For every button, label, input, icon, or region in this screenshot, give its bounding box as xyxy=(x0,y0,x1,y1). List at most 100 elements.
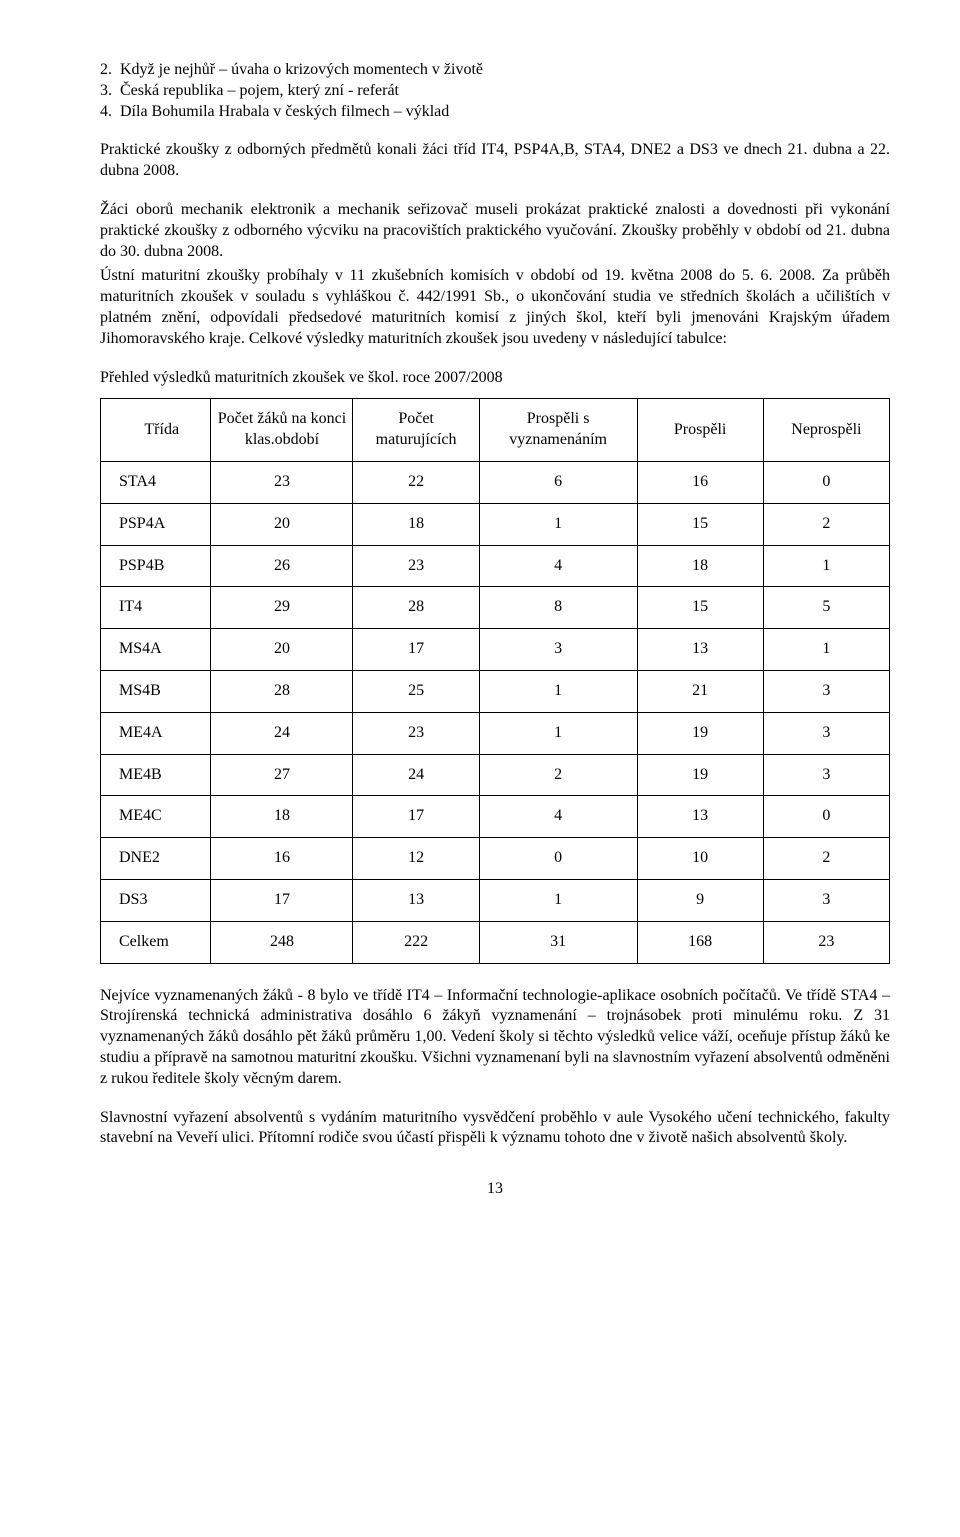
table-cell: 0 xyxy=(479,838,637,880)
table-row: PSP4A20181152 xyxy=(101,503,890,545)
table-cell: 23 xyxy=(211,461,353,503)
table-body: STA423226160PSP4A20181152PSP4B26234181IT… xyxy=(101,461,890,963)
table-cell: 17 xyxy=(353,629,479,671)
table-cell: 18 xyxy=(353,503,479,545)
col-header: Prospěli xyxy=(637,399,763,462)
table-cell: 168 xyxy=(637,921,763,963)
table-cell: 20 xyxy=(211,503,353,545)
table-cell: PSP4B xyxy=(101,545,211,587)
table-cell: 2 xyxy=(763,838,889,880)
list-text: Česká republika – pojem, který zní - ref… xyxy=(120,82,399,99)
col-header: Počet žáků na konci klas.období xyxy=(211,399,353,462)
table-row: Celkem2482223116823 xyxy=(101,921,890,963)
table-cell: 3 xyxy=(763,670,889,712)
list-item: 4. Díla Bohumila Hrabala v českých filme… xyxy=(100,102,890,123)
table-row: STA423226160 xyxy=(101,461,890,503)
table-cell: 25 xyxy=(353,670,479,712)
table-cell: PSP4A xyxy=(101,503,211,545)
table-cell: 20 xyxy=(211,629,353,671)
table-cell: 8 xyxy=(479,587,637,629)
table-cell: 10 xyxy=(637,838,763,880)
table-cell: 24 xyxy=(211,712,353,754)
paragraph: Nejvíce vyznamenaných žáků - 8 bylo ve t… xyxy=(100,986,890,1090)
table-row: ME4A24231193 xyxy=(101,712,890,754)
table-cell: 4 xyxy=(479,545,637,587)
table-cell: 248 xyxy=(211,921,353,963)
table-cell: 4 xyxy=(479,796,637,838)
table-cell: 5 xyxy=(763,587,889,629)
table-cell: 222 xyxy=(353,921,479,963)
table-row: DS31713193 xyxy=(101,879,890,921)
paragraph: Praktické zkoušky z odborných předmětů k… xyxy=(100,140,890,182)
table-cell: 27 xyxy=(211,754,353,796)
table-cell: 31 xyxy=(479,921,637,963)
page-number: 13 xyxy=(100,1179,890,1200)
table-title: Přehled výsledků maturitních zkoušek ve … xyxy=(100,368,890,389)
table-cell: 13 xyxy=(353,879,479,921)
table-cell: 0 xyxy=(763,796,889,838)
table-cell: Celkem xyxy=(101,921,211,963)
table-cell: 16 xyxy=(211,838,353,880)
table-cell: 23 xyxy=(353,712,479,754)
table-cell: 15 xyxy=(637,503,763,545)
table-cell: DS3 xyxy=(101,879,211,921)
table-cell: 18 xyxy=(211,796,353,838)
col-header: Třída xyxy=(101,399,211,462)
table-cell: 1 xyxy=(763,545,889,587)
table-cell: ME4C xyxy=(101,796,211,838)
col-header: Neprospěli xyxy=(763,399,889,462)
table-cell: 24 xyxy=(353,754,479,796)
table-cell: ME4A xyxy=(101,712,211,754)
paragraph: Ústní maturitní zkoušky probíhaly v 11 z… xyxy=(100,266,890,349)
table-cell: 3 xyxy=(763,712,889,754)
table-cell: 19 xyxy=(637,712,763,754)
table-cell: 26 xyxy=(211,545,353,587)
table-cell: 28 xyxy=(353,587,479,629)
table-cell: 3 xyxy=(763,754,889,796)
list-text: Díla Bohumila Hrabala v českých filmech … xyxy=(120,103,449,120)
table-cell: 21 xyxy=(637,670,763,712)
paragraph: Slavnostní vyřazení absolventů s vydáním… xyxy=(100,1108,890,1150)
col-header: Počet maturujících xyxy=(353,399,479,462)
table-row: MS4B28251213 xyxy=(101,670,890,712)
table-row: ME4B27242193 xyxy=(101,754,890,796)
table-cell: DNE2 xyxy=(101,838,211,880)
table-header-row: Třída Počet žáků na konci klas.období Po… xyxy=(101,399,890,462)
table-cell: 13 xyxy=(637,796,763,838)
table-cell: IT4 xyxy=(101,587,211,629)
table-cell: 2 xyxy=(763,503,889,545)
table-cell: 1 xyxy=(479,712,637,754)
table-cell: 17 xyxy=(211,879,353,921)
table-cell: 2 xyxy=(479,754,637,796)
table-cell: 22 xyxy=(353,461,479,503)
table-cell: 3 xyxy=(763,879,889,921)
table-cell: 15 xyxy=(637,587,763,629)
table-cell: ME4B xyxy=(101,754,211,796)
list-text: Když je nejhůř – úvaha o krizových momen… xyxy=(120,61,483,78)
table-cell: 28 xyxy=(211,670,353,712)
table-cell: 13 xyxy=(637,629,763,671)
table-cell: MS4A xyxy=(101,629,211,671)
table-cell: 3 xyxy=(479,629,637,671)
table-row: IT429288155 xyxy=(101,587,890,629)
paragraph: Žáci oborů mechanik elektronik a mechani… xyxy=(100,200,890,262)
table-cell: 1 xyxy=(479,670,637,712)
table-cell: 29 xyxy=(211,587,353,629)
table-cell: STA4 xyxy=(101,461,211,503)
table-cell: 1 xyxy=(479,879,637,921)
table-cell: 0 xyxy=(763,461,889,503)
list-num: 3. xyxy=(100,82,112,99)
table-row: DNE216120102 xyxy=(101,838,890,880)
list-item: 3. Česká republika – pojem, který zní - … xyxy=(100,81,890,102)
table-cell: 19 xyxy=(637,754,763,796)
table-cell: 9 xyxy=(637,879,763,921)
col-header: Prospěli s vyznamenáním xyxy=(479,399,637,462)
table-cell: MS4B xyxy=(101,670,211,712)
list-num: 4. xyxy=(100,103,112,120)
results-table: Třída Počet žáků na konci klas.období Po… xyxy=(100,398,890,963)
table-cell: 23 xyxy=(353,545,479,587)
table-cell: 23 xyxy=(763,921,889,963)
table-cell: 17 xyxy=(353,796,479,838)
table-cell: 6 xyxy=(479,461,637,503)
table-row: ME4C18174130 xyxy=(101,796,890,838)
